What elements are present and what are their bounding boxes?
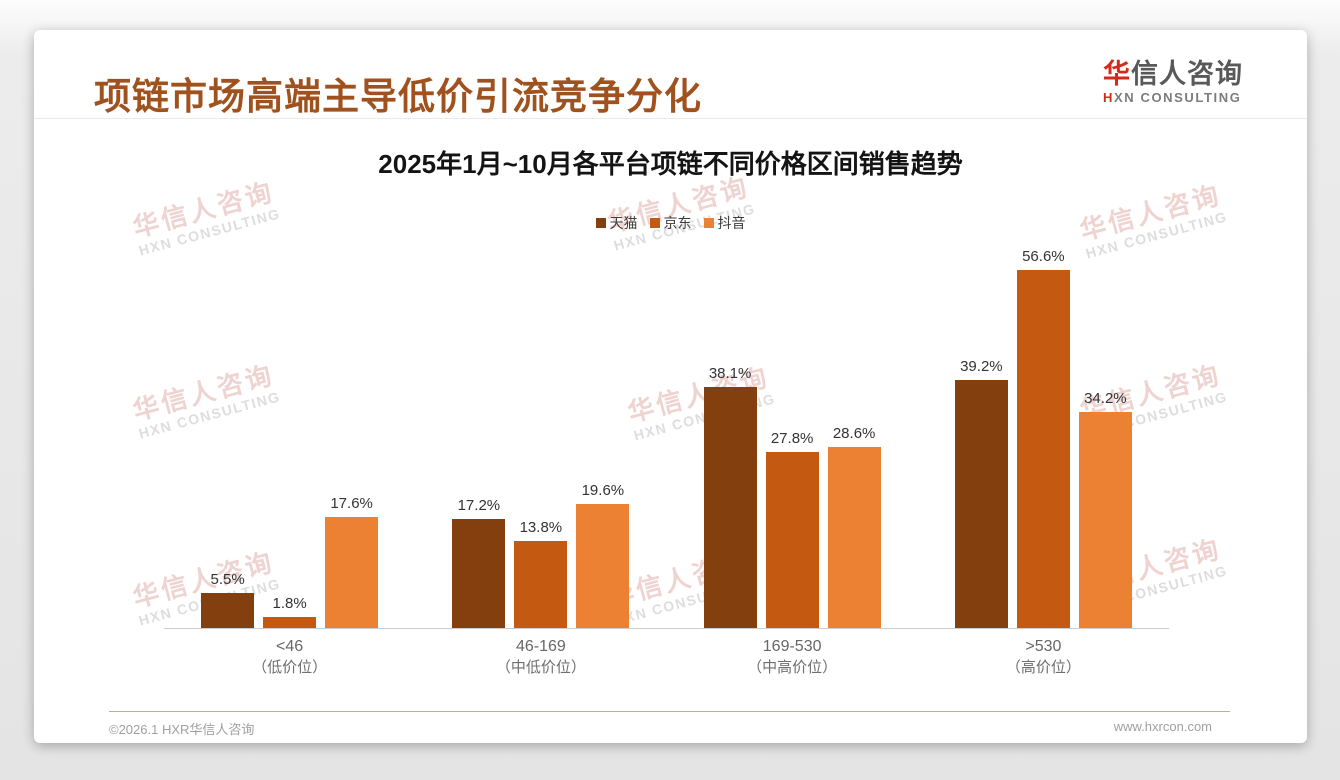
brand-logo-en-rest: XN CONSULTING (1114, 89, 1242, 105)
bar (1078, 412, 1132, 628)
bar-value-label: 39.2% (960, 358, 1003, 375)
category-label: 46-169 (515, 638, 566, 655)
bar-cell: 39.2% (954, 358, 1008, 628)
header-divider (34, 118, 1307, 119)
bar-value-label: 38.1% (708, 365, 752, 382)
bar-value-label: 19.6% (581, 482, 625, 499)
bar (1016, 270, 1070, 628)
bar-cell: 19.6% (576, 482, 630, 628)
legend-label: 抖音 (717, 215, 746, 231)
bar (703, 387, 757, 628)
bar-cell: 1.8% (263, 595, 317, 628)
legend-label: 天猫 (609, 215, 638, 231)
chart-plot: 5.5% 1.8% 17.6% 17.2% 13.8% 19.6% 38.1% 27.8% 28… (164, 238, 1169, 628)
bar-cell: 17.2% (452, 497, 506, 628)
bar-value-label: 27.8% (770, 430, 814, 447)
page-title: 项链市场高端主导低价引流竞争分化 (94, 76, 702, 117)
watermark-cn-text: 华信人咨询 (129, 176, 278, 243)
brand-logo-en: HXN CONSULTING (1103, 90, 1243, 106)
bar-cell: 17.6% (325, 495, 379, 628)
bar (452, 519, 506, 628)
bar-value-label: 56.6% (1022, 248, 1065, 265)
bar (325, 517, 379, 628)
category-label: >530 (1025, 638, 1062, 655)
bar-value-label: 17.2% (457, 497, 501, 514)
x-axis-category: 169-530 （中高价位） (667, 636, 918, 678)
category-sublabel: （中高价位） (747, 658, 838, 676)
legend-label: 京东 (663, 215, 692, 231)
bar-group: 5.5% 1.8% 17.6% (164, 238, 415, 628)
chart-legend: 天猫 京东 抖音 (34, 213, 1307, 233)
x-axis-line (164, 628, 1169, 629)
legend-item: 天猫 (595, 213, 638, 233)
category-sublabel: （中低价位） (495, 658, 586, 676)
bar-group: 39.2% 56.6% 34.2% (918, 238, 1169, 628)
bar-group: 17.2% 13.8% 19.6% (415, 238, 666, 628)
bar-value-label: 5.5% (210, 571, 245, 588)
bar (263, 617, 317, 628)
legend-swatch-icon (703, 218, 714, 228)
legend-item: 抖音 (703, 213, 746, 233)
bar-cell: 38.1% (703, 365, 757, 628)
bar (827, 447, 881, 628)
brand-logo: 华信人咨询 HXN CONSULTING (1103, 59, 1243, 106)
bar-value-label: 13.8% (519, 519, 563, 536)
x-axis-category: 46-169 （中低价位） (415, 636, 666, 678)
legend-swatch-icon (649, 218, 660, 228)
chart-title: 2025年1月~10月各平台项链不同价格区间销售趋势 (378, 149, 963, 179)
website-text: www.hxrcon.com (1113, 719, 1212, 734)
watermark-cn-text: 华信人咨询 (1076, 179, 1225, 246)
brand-logo-cn: 华信人咨询 (1103, 59, 1243, 90)
report-card: 华信人咨询 HXN CONSULTING 华信人咨询 HXN CONSULTING 华信… (34, 30, 1307, 743)
copyright-text: ©2026.1 HXR华信人咨询 (109, 722, 255, 737)
brand-logo-en-accent: H (1103, 89, 1114, 105)
bar (765, 452, 819, 628)
bar-value-label: 17.6% (330, 495, 373, 512)
bar-value-label: 34.2% (1084, 390, 1127, 407)
bar-cell: 28.6% (827, 425, 881, 628)
category-sublabel: （高价位） (1005, 658, 1081, 676)
legend-swatch-icon (595, 218, 606, 228)
x-axis-labels: <46 （低价位） 46-169 （中低价位） 169-530 （中高价位） >530 （高价… (164, 636, 1169, 678)
bar-value-label: 1.8% (272, 595, 307, 612)
footer-divider (109, 711, 1230, 712)
bar-cell: 13.8% (514, 519, 568, 628)
bar (576, 504, 630, 628)
bar (954, 380, 1008, 628)
category-label: 169-530 (762, 638, 822, 655)
bar-cell: 5.5% (201, 571, 255, 628)
bar-cell: 34.2% (1078, 390, 1132, 628)
brand-logo-cn-accent: 华 (1103, 59, 1131, 89)
bar (514, 541, 568, 628)
x-axis-category: <46 （低价位） (164, 636, 415, 678)
brand-logo-cn-rest: 信人咨询 (1131, 59, 1243, 89)
bar-cell: 56.6% (1016, 248, 1070, 628)
bar-group: 38.1% 27.8% 28.6% (667, 238, 918, 628)
legend-item: 京东 (649, 213, 692, 233)
bar-cell: 27.8% (765, 430, 819, 628)
category-label: <46 (276, 638, 304, 655)
x-axis-category: >530 （高价位） (918, 636, 1169, 678)
bar-value-label: 28.6% (832, 425, 876, 442)
category-sublabel: （低价位） (252, 658, 328, 676)
bar (201, 593, 255, 628)
